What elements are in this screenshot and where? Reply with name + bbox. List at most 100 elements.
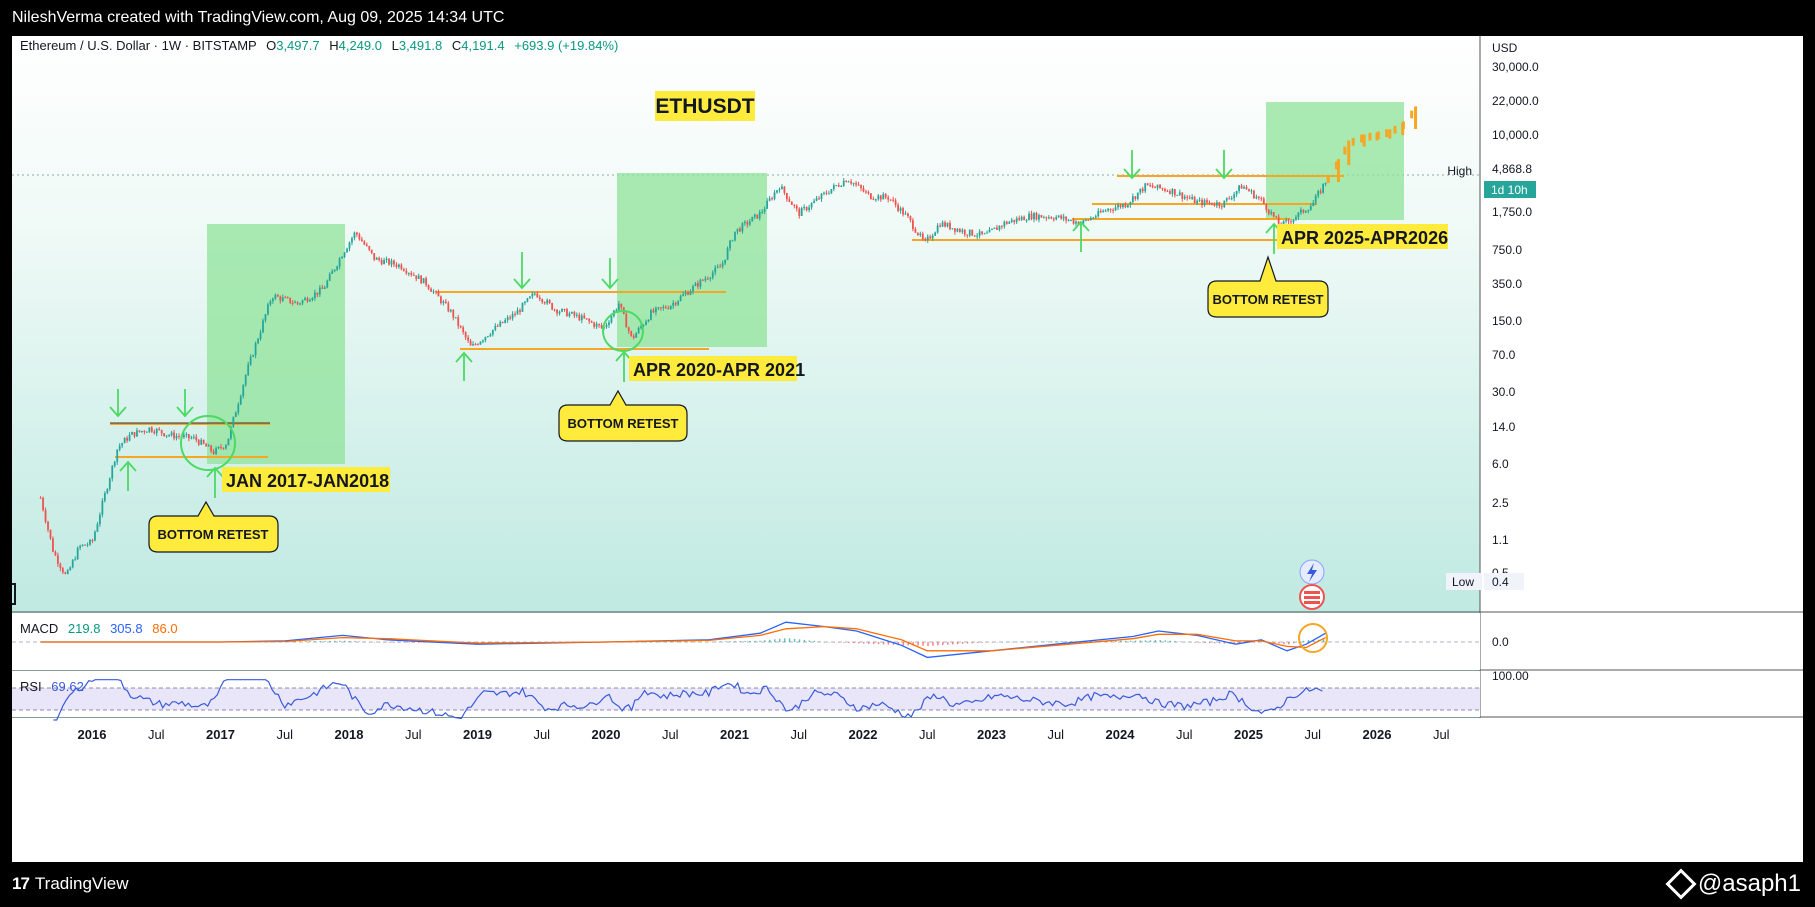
candle-body <box>650 310 652 320</box>
candle-body <box>842 180 845 186</box>
candle-body <box>158 428 161 430</box>
flag-icon[interactable] <box>1299 584 1325 610</box>
macd-hist-bar <box>1011 641 1013 643</box>
candle-body <box>86 544 89 546</box>
candle-body <box>81 544 84 546</box>
rsi-axis-100: 100.00 <box>1492 669 1529 683</box>
macd-hist-bar <box>1154 640 1157 642</box>
candle-body <box>1272 212 1275 217</box>
candle-body <box>978 231 981 236</box>
candle-body <box>553 309 556 311</box>
candle-body <box>1250 190 1253 192</box>
down-arrow-icon <box>109 389 127 418</box>
price-tick-label: 22,000.0 <box>1492 94 1539 108</box>
macd-hist-bar <box>1288 642 1290 645</box>
candle-body <box>501 321 504 323</box>
candle-body <box>373 253 376 260</box>
candle-body <box>271 298 274 302</box>
eth-chart[interactable]: Ethereum / U.S. Dollar · 1W · BITSTAMP O… <box>12 36 1803 862</box>
macd-hist-bar <box>788 638 791 642</box>
macd-hist-bar <box>329 640 331 642</box>
candle-body <box>400 264 403 270</box>
time-tick-label: Jul <box>1304 727 1321 742</box>
macd-hist-bar <box>942 642 944 646</box>
legend-low-label: L <box>392 38 399 53</box>
candle-body <box>818 198 820 200</box>
signal-arrows <box>109 150 1283 498</box>
macd-pane[interactable]: MACD 219.8 305.8 86.0 0.0 <box>12 613 1509 670</box>
candle-body <box>244 374 247 385</box>
candle-body <box>1319 191 1322 193</box>
candle-body <box>514 313 516 315</box>
tradingview-brand[interactable]: 17 TradingView <box>12 874 128 894</box>
legend-close: 4,191.4 <box>461 38 504 53</box>
candle-body <box>323 287 326 289</box>
candle-body <box>249 356 252 365</box>
candle-body <box>1176 194 1179 196</box>
candle-body <box>365 244 368 247</box>
currency-box[interactable] <box>1484 38 1534 58</box>
candle-body <box>165 435 168 437</box>
candle-body <box>301 300 304 304</box>
candle-body <box>538 297 541 300</box>
candle-body <box>491 329 494 335</box>
candle-body <box>1198 199 1201 201</box>
projection-bar <box>1326 175 1330 183</box>
down-arrow-icon <box>176 389 194 418</box>
macd-hist-bar <box>1016 641 1018 643</box>
candle-body <box>986 232 988 234</box>
candle-body <box>1067 220 1070 222</box>
candle-body <box>1065 216 1068 221</box>
time-tick-label: Jul <box>790 727 807 742</box>
macd-hist-bar <box>309 641 311 642</box>
candle-body <box>580 315 583 321</box>
candle-body <box>600 325 603 328</box>
time-axis[interactable]: 2016 Jul 2017 Jul 2018 Jul 2019 Jul 2020 Jul 2021 J… <box>78 727 1450 742</box>
macd-hist-bar <box>694 641 697 643</box>
candle-body <box>677 300 680 305</box>
chart-frame[interactable]: Ethereum / U.S. Dollar · 1W · BITSTAMP O… <box>12 36 1803 862</box>
candle-body <box>123 437 126 444</box>
candle-body <box>568 313 571 317</box>
candle-body <box>813 200 815 203</box>
macd-hist-bar <box>1283 642 1285 645</box>
candle-body <box>106 489 109 494</box>
candle-body <box>442 301 445 304</box>
candle-body <box>971 229 974 236</box>
candle-body <box>667 308 670 310</box>
candle-body <box>857 184 860 186</box>
candle-body <box>566 309 568 317</box>
candle-body <box>739 228 741 232</box>
projection-bar <box>1401 121 1405 130</box>
candle-body <box>477 344 479 346</box>
candle-body <box>748 221 751 225</box>
macd-hist-bar <box>808 640 811 642</box>
candle-body <box>143 430 146 432</box>
macd-hist-bar <box>353 641 356 642</box>
price-tick-label: 1,750.0 <box>1492 205 1532 219</box>
currency-label[interactable]: USD <box>1492 41 1518 55</box>
projection-bar <box>1393 125 1397 134</box>
macd-hist-bar <box>704 641 707 643</box>
macd-histogram <box>92 638 1325 646</box>
candle-body <box>1206 200 1208 203</box>
candle-body <box>1302 209 1305 213</box>
macd-hist-bar <box>1164 640 1166 642</box>
flash-icon[interactable] <box>1299 559 1325 585</box>
candle-body <box>847 181 850 183</box>
macd-hist-bar <box>813 640 816 642</box>
candle-body <box>951 228 954 230</box>
candle-body <box>773 192 776 199</box>
macd-hist-bar <box>1233 642 1236 644</box>
candle-body <box>1295 217 1297 220</box>
candle-body <box>383 259 385 265</box>
rsi-pane[interactable]: RSI 69.62 100.00 <box>12 669 1529 721</box>
candle-body <box>375 257 378 260</box>
candle-body <box>1193 196 1196 204</box>
candle-body <box>232 416 235 427</box>
candle-body <box>200 439 203 445</box>
candle-body <box>533 293 536 295</box>
candle-body <box>410 273 413 275</box>
author-watermark: @asaph1 <box>1665 868 1801 900</box>
candle-body <box>1223 200 1226 208</box>
